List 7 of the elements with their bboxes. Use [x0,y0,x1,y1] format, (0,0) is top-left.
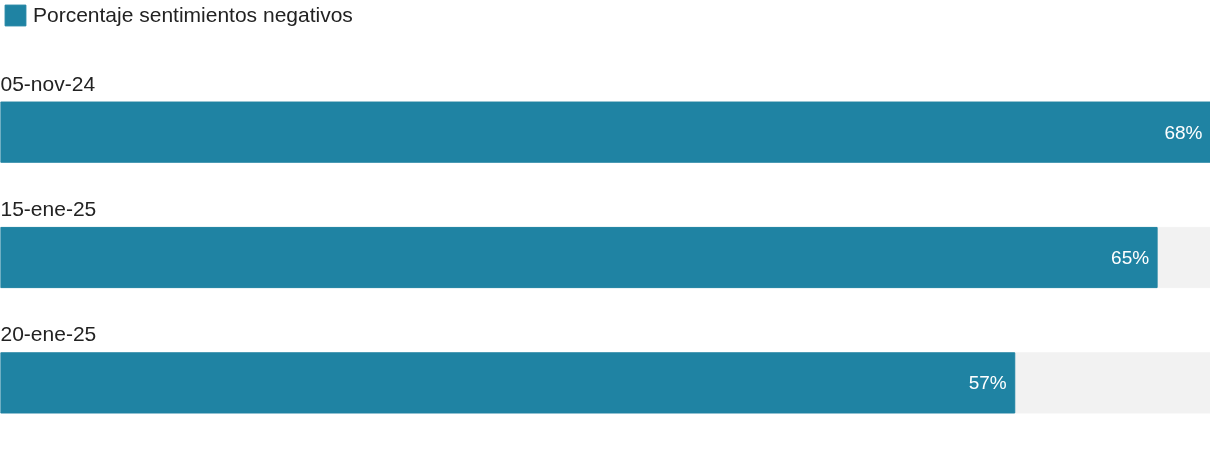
legend-label: Porcentaje sentimientos negativos [33,3,353,27]
y-tick-label: 05-nov-24 [0,71,96,95]
y-tick-label: 15-ene-25 [0,196,97,220]
data-label: 68% [1164,121,1203,143]
y-tick-label: 20-ene-25 [0,322,97,346]
data-label: 65% [1111,247,1150,269]
data-label: 57% [968,372,1007,394]
